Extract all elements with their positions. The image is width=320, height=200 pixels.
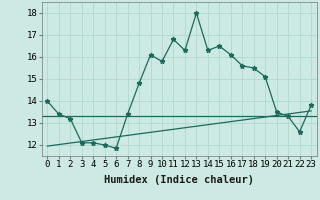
X-axis label: Humidex (Indice chaleur): Humidex (Indice chaleur) xyxy=(104,175,254,185)
